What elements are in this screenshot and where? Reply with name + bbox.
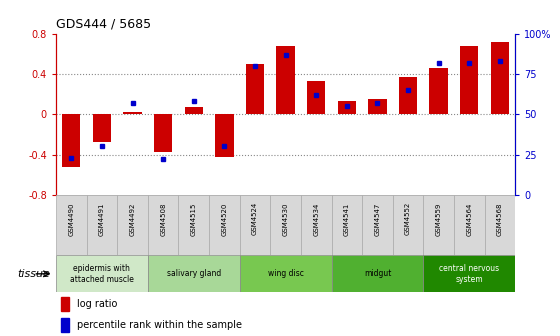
Bar (56, 195, 87, 255)
Text: GSM4534: GSM4534 (313, 202, 319, 236)
Text: log ratio: log ratio (77, 299, 117, 309)
Bar (240, 195, 270, 255)
Text: GSM4520: GSM4520 (221, 202, 227, 236)
Bar (393, 195, 423, 255)
Bar (399, 77, 417, 114)
Bar (148, 255, 240, 292)
Bar (460, 46, 478, 114)
Text: salivary gland: salivary gland (167, 269, 221, 278)
Bar (484, 195, 515, 255)
Bar (209, 195, 240, 255)
Text: central nervous
system: central nervous system (439, 264, 500, 284)
Text: GSM4547: GSM4547 (375, 202, 380, 236)
Text: GSM4530: GSM4530 (283, 202, 288, 236)
Text: percentile rank within the sample: percentile rank within the sample (77, 320, 242, 330)
Bar (362, 195, 393, 255)
Text: GSM4492: GSM4492 (129, 202, 136, 236)
Bar (246, 64, 264, 114)
Bar (332, 255, 423, 292)
Text: GSM4568: GSM4568 (497, 202, 503, 236)
Bar (270, 195, 301, 255)
Bar (93, 114, 111, 142)
Bar (87, 195, 117, 255)
Bar (301, 195, 332, 255)
Bar (60, 318, 69, 332)
Bar (307, 81, 325, 114)
Bar (154, 114, 172, 152)
Bar (332, 195, 362, 255)
Bar (423, 195, 454, 255)
Text: GSM4552: GSM4552 (405, 202, 411, 236)
Bar (368, 99, 386, 114)
Bar (240, 255, 332, 292)
Bar (117, 195, 148, 255)
Text: GSM4541: GSM4541 (344, 202, 350, 236)
Text: wing disc: wing disc (268, 269, 304, 278)
Bar (60, 297, 69, 311)
Bar (215, 114, 234, 157)
Bar (56, 255, 148, 292)
Text: GDS444 / 5685: GDS444 / 5685 (56, 17, 151, 30)
Bar (179, 195, 209, 255)
Bar (423, 255, 515, 292)
Bar (277, 46, 295, 114)
Text: epidermis with
attached muscle: epidermis with attached muscle (70, 264, 134, 284)
Text: GSM4564: GSM4564 (466, 202, 472, 236)
Bar (185, 107, 203, 114)
Text: GSM4490: GSM4490 (68, 202, 74, 236)
Text: GSM4491: GSM4491 (99, 202, 105, 236)
Bar (123, 112, 142, 114)
Bar (62, 114, 81, 167)
Bar (430, 68, 448, 114)
Text: GSM4559: GSM4559 (436, 202, 442, 236)
Bar (338, 101, 356, 114)
Text: midgut: midgut (364, 269, 391, 278)
Text: GSM4508: GSM4508 (160, 202, 166, 236)
Bar (491, 42, 509, 114)
Text: tissue: tissue (17, 269, 50, 279)
Text: GSM4515: GSM4515 (191, 202, 197, 236)
Text: GSM4524: GSM4524 (252, 202, 258, 236)
Bar (454, 195, 484, 255)
Bar (148, 195, 179, 255)
